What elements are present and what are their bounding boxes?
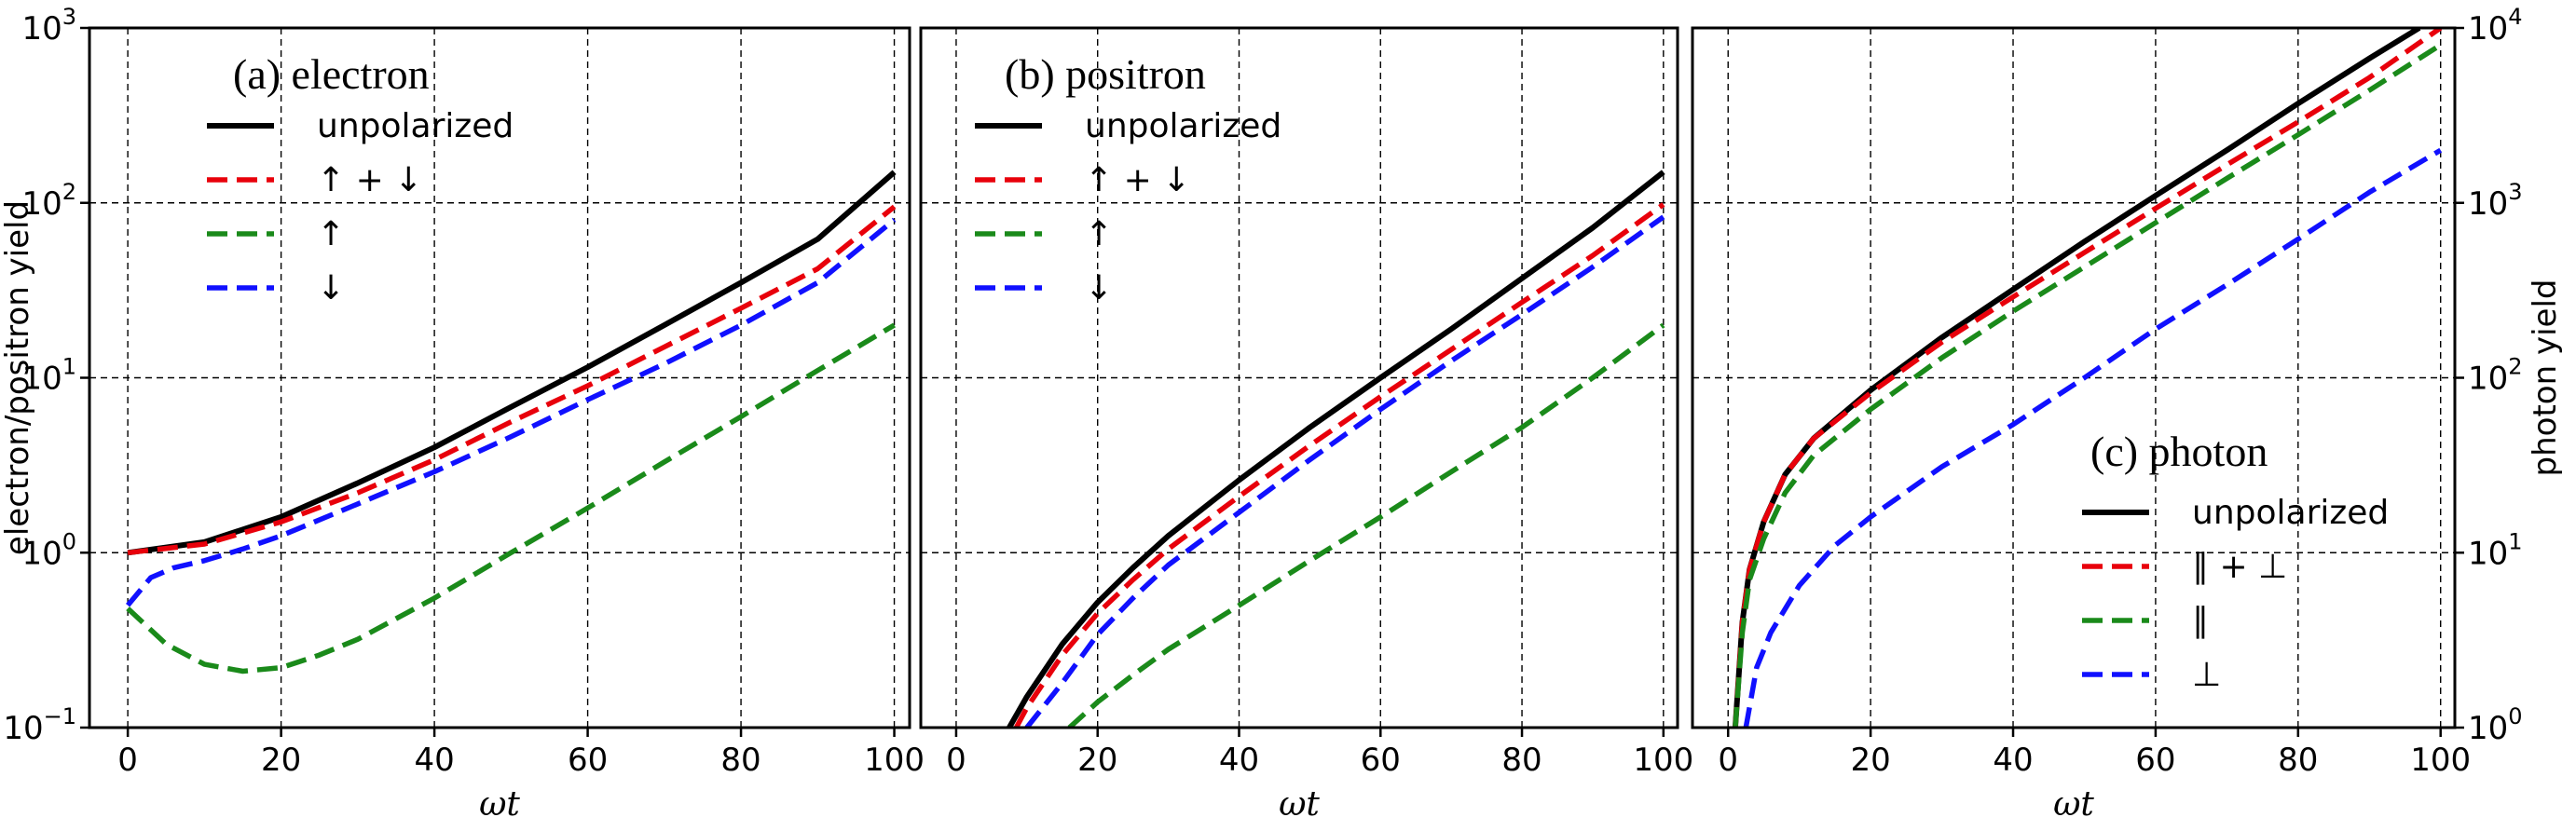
legend-label: ∥ (2192, 602, 2209, 640)
series-line (1733, 28, 2443, 728)
series-line (1732, 28, 2421, 728)
series-line (1024, 214, 1665, 728)
x-tick-label: 0 (1718, 742, 1738, 779)
x-tick-label: 40 (1219, 742, 1259, 779)
y-axis-label: electron/positron yield (0, 200, 36, 555)
x-tick-label: 80 (2278, 742, 2318, 779)
legend-label: ↑ (1085, 215, 1113, 253)
panel-title: (c) photon (2090, 428, 2268, 475)
x-tick-label: 40 (1993, 742, 2033, 779)
series-line (127, 170, 897, 556)
panel-electron: 0 20 40 60 80 100 10−1 100 101 102 103 (a) electron… (0, 4, 925, 824)
x-tick-label: 20 (1077, 742, 1117, 779)
plot-frame (919, 26, 1679, 729)
y-axis-label: photon yield (2527, 279, 2564, 477)
x-axis-label: ωt (1279, 785, 1320, 824)
plot-frame (1691, 26, 2457, 729)
series-line (1733, 42, 2443, 728)
series-line (127, 204, 897, 556)
y-tick-label: 103 (21, 4, 76, 48)
x-tick-label: 0 (117, 742, 138, 779)
x-axis-label: ωt (2053, 785, 2094, 824)
legend-label: ∥ + ⊥ (2192, 548, 2287, 586)
legend-label: ⊥ (2192, 656, 2221, 694)
series-line (1067, 322, 1665, 728)
x-axis-label: ωt (479, 785, 520, 824)
legend-label: ↓ (1085, 269, 1113, 307)
panel-title: (b) positron (1005, 50, 1206, 98)
legend-label: ↑ (317, 215, 345, 253)
x-tick-label: 100 (2410, 742, 2471, 779)
x-tick-label: 80 (720, 742, 760, 779)
series-line (126, 322, 897, 674)
series-line (1743, 147, 2443, 728)
panel-title: (a) electron (233, 50, 430, 98)
x-tick-label: 60 (2135, 742, 2175, 779)
x-tick-label: 20 (1850, 742, 1890, 779)
legend-label: unpolarized (2192, 494, 2389, 532)
legend-label: ↑ + ↓ (1085, 161, 1190, 199)
legend-label: unpolarized (317, 107, 514, 145)
legend-label: unpolarized (1085, 107, 1281, 145)
y-tick-label: 103 (2468, 179, 2523, 223)
series-line (125, 217, 897, 607)
plot-frame (88, 26, 911, 729)
x-tick-label: 40 (414, 742, 454, 779)
y-tick-label: 100 (2468, 703, 2523, 747)
series-line (1013, 202, 1665, 728)
series-line (1007, 170, 1665, 728)
legend-label: ↑ + ↓ (317, 161, 422, 199)
y-tick-label: 102 (21, 179, 76, 223)
y-tick-label: 10−1 (3, 703, 76, 747)
x-tick-label: 100 (1633, 742, 1693, 779)
legend-label: ↓ (317, 269, 345, 307)
y-tick-label: 100 (21, 528, 76, 572)
x-tick-label: 60 (568, 742, 608, 779)
y-tick-label: 102 (2468, 354, 2523, 398)
x-tick-label: 100 (864, 742, 925, 779)
y-tick-label: 101 (21, 354, 76, 398)
x-tick-label: 0 (946, 742, 966, 779)
x-tick-label: 60 (1361, 742, 1401, 779)
x-tick-label: 20 (261, 742, 301, 779)
y-tick-label: 104 (2468, 4, 2523, 48)
y-tick-label: 101 (2468, 528, 2523, 572)
panel-positron: 0 20 40 60 80 100 (b) positron unpolarized ↑ + ↓… (919, 26, 1693, 824)
x-tick-label: 80 (1501, 742, 1541, 779)
